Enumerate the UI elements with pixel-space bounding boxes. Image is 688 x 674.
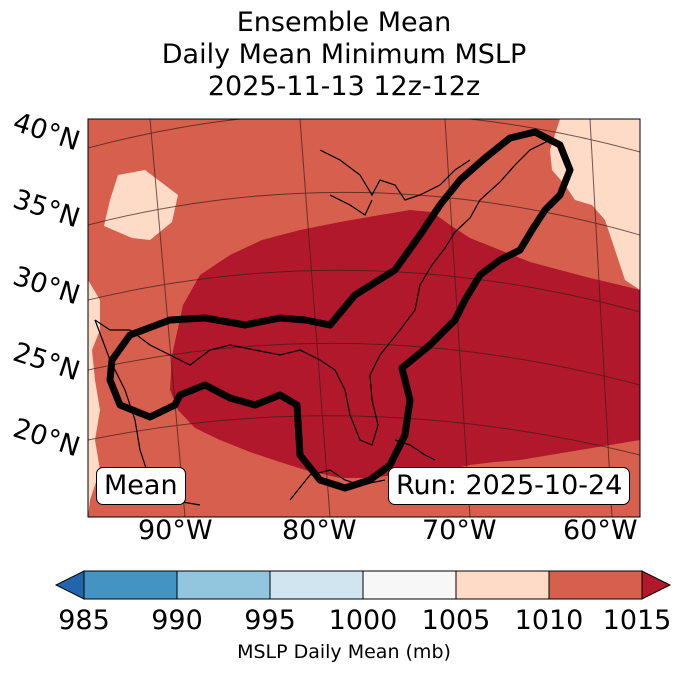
run-date-box: Run: 2025-10-24: [388, 467, 631, 505]
colorbar-tick-1005: 1005: [421, 605, 491, 636]
ensemble-outline-contour: [106, 128, 574, 492]
title-line-1: Ensemble Mean: [236, 7, 452, 38]
title-line-2: Daily Mean Minimum MSLP: [161, 39, 527, 70]
colorbar-segment-995-1000: [269, 570, 364, 600]
title-line-3: 2025-11-13 12z-12z: [207, 71, 481, 102]
colorbar-tick-1000: 1000: [328, 605, 398, 636]
lon-label-70w: 70°W: [422, 515, 497, 546]
colorbar-segment-1005-1010: [455, 570, 550, 600]
lon-label-90w: 90°W: [138, 515, 213, 546]
colorbar-tick-1010: 1010: [514, 605, 584, 636]
map-frame: [87, 118, 641, 518]
colorbar-segment-1000-1005: [362, 570, 457, 600]
colorbar-tick-990: 990: [151, 605, 203, 636]
colorbar: [54, 570, 672, 600]
colorbar-tick-995: 995: [244, 605, 296, 636]
colorbar-tick-1015: 1015: [602, 605, 672, 636]
colorbar-extend-low: [54, 570, 85, 600]
colorbar-extend-high: [641, 570, 672, 600]
map-panel: [88, 119, 640, 517]
colorbar-segment-990-995: [176, 570, 271, 600]
lon-label-60w: 60°W: [563, 515, 638, 546]
colorbar-segment-1010-1015: [548, 570, 643, 600]
colorbar-tick-985: 985: [58, 605, 110, 636]
field-1005-1010-west: [88, 280, 100, 517]
mean-label-box: Mean: [96, 467, 186, 505]
lon-label-80w: 80°W: [282, 515, 357, 546]
colorbar-segment-985-990: [83, 570, 178, 600]
colorbar-label: MSLP Daily Mean (mb): [237, 641, 451, 663]
field-1015-plus: [170, 210, 640, 478]
